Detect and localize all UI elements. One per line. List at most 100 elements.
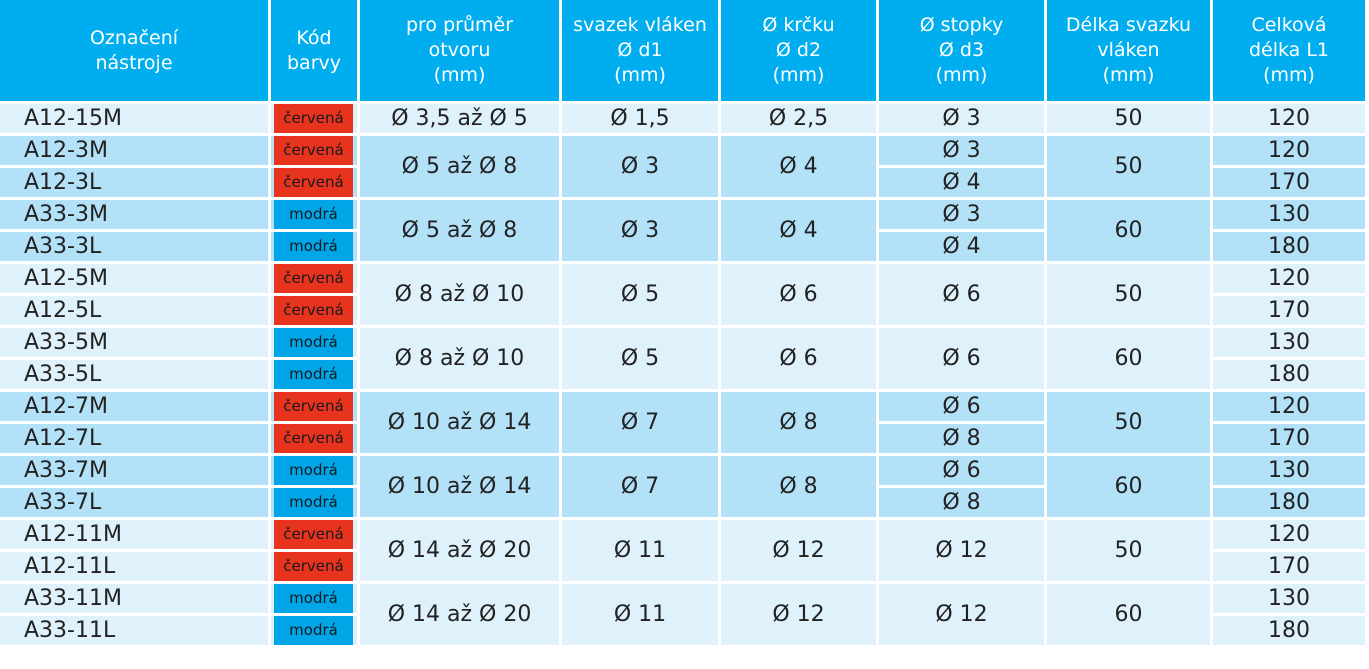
tool-code-cell: A12-11L: [0, 552, 268, 581]
tool-code-cell: A12-15M: [0, 104, 268, 133]
d3-cell: Ø 3: [876, 200, 1044, 229]
d2-cell: Ø 4: [718, 136, 876, 197]
color-code-cell: modrá: [268, 584, 357, 613]
total-length-cell: 170: [1210, 552, 1365, 581]
table-row: A33-3L modrá Ø 4 180: [0, 232, 1365, 261]
tool-code-cell: A33-3L: [0, 232, 268, 261]
hole-diameter-cell: Ø 5 až Ø 8: [357, 136, 559, 197]
color-code-cell: modrá: [268, 328, 357, 357]
tool-code-cell: A33-3M: [0, 200, 268, 229]
table-row: A12-3L červená Ø 4 170: [0, 168, 1365, 197]
hole-diameter-cell: Ø 10 až Ø 14: [357, 456, 559, 517]
total-length-cell: 180: [1210, 616, 1365, 645]
d3-cell: Ø 12: [876, 584, 1044, 645]
tool-code-cell: A33-5L: [0, 360, 268, 389]
color-code-cell: modrá: [268, 232, 357, 261]
color-badge: modrá: [274, 456, 353, 485]
hole-diameter-cell: Ø 14 až Ø 20: [357, 584, 559, 645]
color-code-cell: červená: [268, 424, 357, 453]
table-row: A12-7L červená Ø 8 170: [0, 424, 1365, 453]
d1-cell: Ø 3: [559, 136, 718, 197]
color-badge: červená: [274, 552, 353, 581]
header-row: Označení nástroje Kód barvy pro průměr otvo…: [0, 0, 1365, 101]
d2-cell: Ø 8: [718, 456, 876, 517]
d2-cell: Ø 4: [718, 200, 876, 261]
table-row: A33-5M modrá Ø 8 až Ø 10 Ø 5 Ø 6 Ø 6 60 …: [0, 328, 1365, 389]
d3-cell: Ø 8: [876, 424, 1044, 453]
d1-cell: Ø 7: [559, 456, 718, 517]
tool-code-cell: A12-7M: [0, 392, 268, 421]
total-length-cell: 170: [1210, 168, 1365, 197]
color-badge: červená: [274, 392, 353, 421]
d3-cell: Ø 4: [876, 168, 1044, 197]
total-length-cell: 120: [1210, 136, 1365, 165]
total-length-cell: 120: [1210, 392, 1365, 421]
color-code-cell: červená: [268, 296, 357, 325]
table-row: A12-7M červená Ø 10 až Ø 14 Ø 7 Ø 8 Ø 6 …: [0, 392, 1365, 453]
total-length-cell: 130: [1210, 200, 1365, 229]
fiber-length-cell: 50: [1044, 136, 1210, 197]
total-length-cell: 180: [1210, 360, 1365, 389]
hole-diameter-cell: Ø 10 až Ø 14: [357, 392, 559, 453]
d1-cell: Ø 5: [559, 328, 718, 389]
d2-cell: Ø 12: [718, 520, 876, 581]
color-code-cell: červená: [268, 552, 357, 581]
table-row: A12-15M červená Ø 3,5 až Ø 5 Ø 1,5 Ø 2,5…: [0, 104, 1365, 133]
color-badge: modrá: [274, 616, 353, 645]
tool-code-cell: A12-3L: [0, 168, 268, 197]
fiber-length-cell: 60: [1044, 328, 1210, 389]
d2-cell: Ø 6: [718, 328, 876, 389]
total-length-cell: 130: [1210, 328, 1365, 357]
tool-code-cell: A33-7L: [0, 488, 268, 517]
header-neck-d2: Ø krčku Ø d2 (mm): [718, 0, 876, 101]
table-row: A33-7M modrá Ø 10 až Ø 14 Ø 7 Ø 8 Ø 6 60…: [0, 456, 1365, 517]
header-fiber-length: Délka svazku vláken (mm): [1044, 0, 1210, 101]
color-badge: modrá: [274, 584, 353, 613]
color-badge: červená: [274, 424, 353, 453]
hole-diameter-cell: Ø 14 až Ø 20: [357, 520, 559, 581]
right-edge-divider: [1365, 0, 1369, 669]
fiber-length-cell: 50: [1044, 392, 1210, 453]
d1-cell: Ø 3: [559, 200, 718, 261]
tool-code-cell: A12-3M: [0, 136, 268, 165]
color-badge: modrá: [274, 200, 353, 229]
tool-code-cell: A12-7L: [0, 424, 268, 453]
header-shank-d3: Ø stopky Ø d3 (mm): [876, 0, 1044, 101]
fiber-length-cell: 50: [1044, 264, 1210, 325]
d2-cell: Ø 2,5: [718, 104, 876, 133]
color-code-cell: modrá: [268, 360, 357, 389]
d3-cell: Ø 4: [876, 232, 1044, 261]
color-badge: modrá: [274, 232, 353, 261]
color-badge: červená: [274, 296, 353, 325]
color-badge: modrá: [274, 488, 353, 517]
header-total-length: Celková délka L1 (mm): [1210, 0, 1365, 101]
color-code-cell: červená: [268, 264, 357, 293]
tool-code-cell: A33-5M: [0, 328, 268, 357]
table-row: A33-7L modrá Ø 8 180: [0, 488, 1365, 517]
color-badge: červená: [274, 136, 353, 165]
total-length-cell: 120: [1210, 520, 1365, 549]
d3-cell: Ø 3: [876, 136, 1044, 165]
total-length-cell: 170: [1210, 296, 1365, 325]
tool-code-cell: A33-11L: [0, 616, 268, 645]
color-code-cell: červená: [268, 104, 357, 133]
header-tool-designation: Označení nástroje: [0, 0, 268, 101]
d3-cell: Ø 6: [876, 328, 1044, 389]
color-badge: červená: [274, 104, 353, 133]
color-code-cell: modrá: [268, 200, 357, 229]
d3-cell: Ø 12: [876, 520, 1044, 581]
d3-cell: Ø 6: [876, 392, 1044, 421]
d1-cell: Ø 1,5: [559, 104, 718, 133]
table-row: A12-5M červená Ø 8 až Ø 10 Ø 5 Ø 6 Ø 6 5…: [0, 264, 1365, 325]
fiber-length-cell: 60: [1044, 584, 1210, 645]
color-badge: modrá: [274, 328, 353, 357]
tool-code-cell: A12-5M: [0, 264, 268, 293]
d1-cell: Ø 7: [559, 392, 718, 453]
color-badge: červená: [274, 264, 353, 293]
tool-code-cell: A12-5L: [0, 296, 268, 325]
d1-cell: Ø 11: [559, 584, 718, 645]
header-hole-diameter: pro průměr otvoru (mm): [357, 0, 559, 101]
tool-code-cell: A33-11M: [0, 584, 268, 613]
total-length-cell: 120: [1210, 264, 1365, 293]
table-row: A12-3M červená Ø 5 až Ø 8 Ø 3 Ø 4 Ø 3 50…: [0, 136, 1365, 197]
